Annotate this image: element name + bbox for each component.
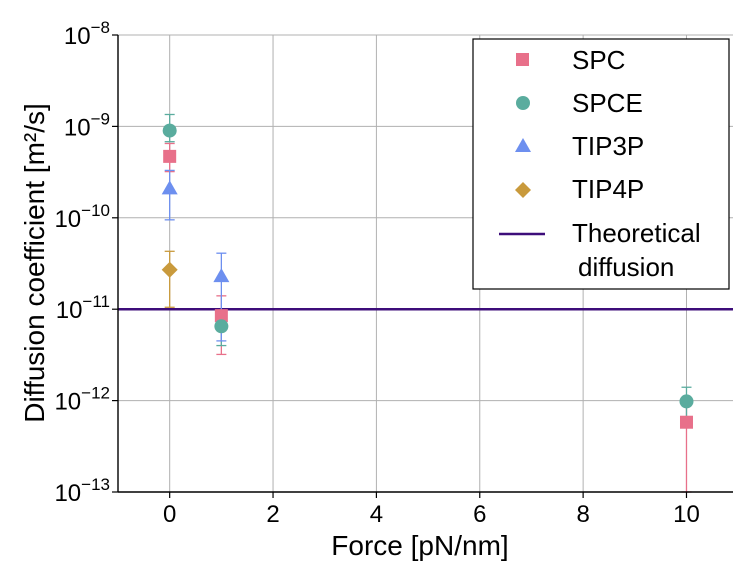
y-axis-label: Diffusion coefficient [m²/s] (19, 103, 50, 423)
legend: SPC SPCE TIP3P TIP4P Theoretical diffusi… (472, 38, 730, 290)
x-tick-label-8: 8 (576, 501, 589, 528)
data-point-spc (163, 149, 177, 163)
data-point-spce (214, 319, 229, 334)
legend-marker-spce (516, 96, 530, 110)
data-point-tip3p (213, 268, 230, 283)
y-tick-label--11: 10−11 (56, 292, 110, 324)
x-tick-label-2: 2 (266, 501, 279, 528)
x-tick-label-6: 6 (473, 501, 486, 528)
data-point-spce (162, 123, 177, 138)
y-ticks: 10−13 10−12 10−11 10−10 10−9 10−8 (54, 18, 118, 507)
legend-marker-spc (516, 53, 529, 66)
legend-marker-tip3p (515, 138, 531, 152)
data-point-tip4p (161, 261, 178, 278)
legend-label-spc: SPC (572, 45, 625, 75)
data-point-spc (214, 309, 228, 323)
legend-marker-tip4p (515, 182, 531, 198)
data-point-spce (679, 394, 694, 409)
x-tick-label-10: 10 (673, 501, 700, 528)
x-ticks: 0 2 4 6 8 10 (163, 492, 700, 528)
y-tick-label--10: 10−10 (54, 201, 110, 233)
legend-label-tip4p: TIP4P (572, 174, 644, 204)
data-markers (161, 123, 694, 429)
data-point-spc (679, 415, 693, 429)
legend-label-tip3p: TIP3P (572, 131, 644, 161)
y-tick-label--8: 10−8 (64, 18, 110, 50)
legend-label-theoretical-line2: diffusion (578, 252, 674, 282)
legend-label-theoretical-line1: Theoretical (572, 218, 701, 248)
x-axis-label: Force [pN/nm] (331, 530, 508, 561)
data-point-tip3p (161, 180, 178, 195)
x-tick-label-4: 4 (370, 501, 383, 528)
legend-box (472, 38, 730, 290)
y-tick-label--12: 10−12 (54, 384, 110, 416)
y-tick-label--13: 10−13 (54, 475, 110, 507)
legend-label-spce: SPCE (572, 88, 643, 118)
x-tick-label-0: 0 (163, 501, 176, 528)
y-tick-label--9: 10−9 (64, 109, 110, 141)
